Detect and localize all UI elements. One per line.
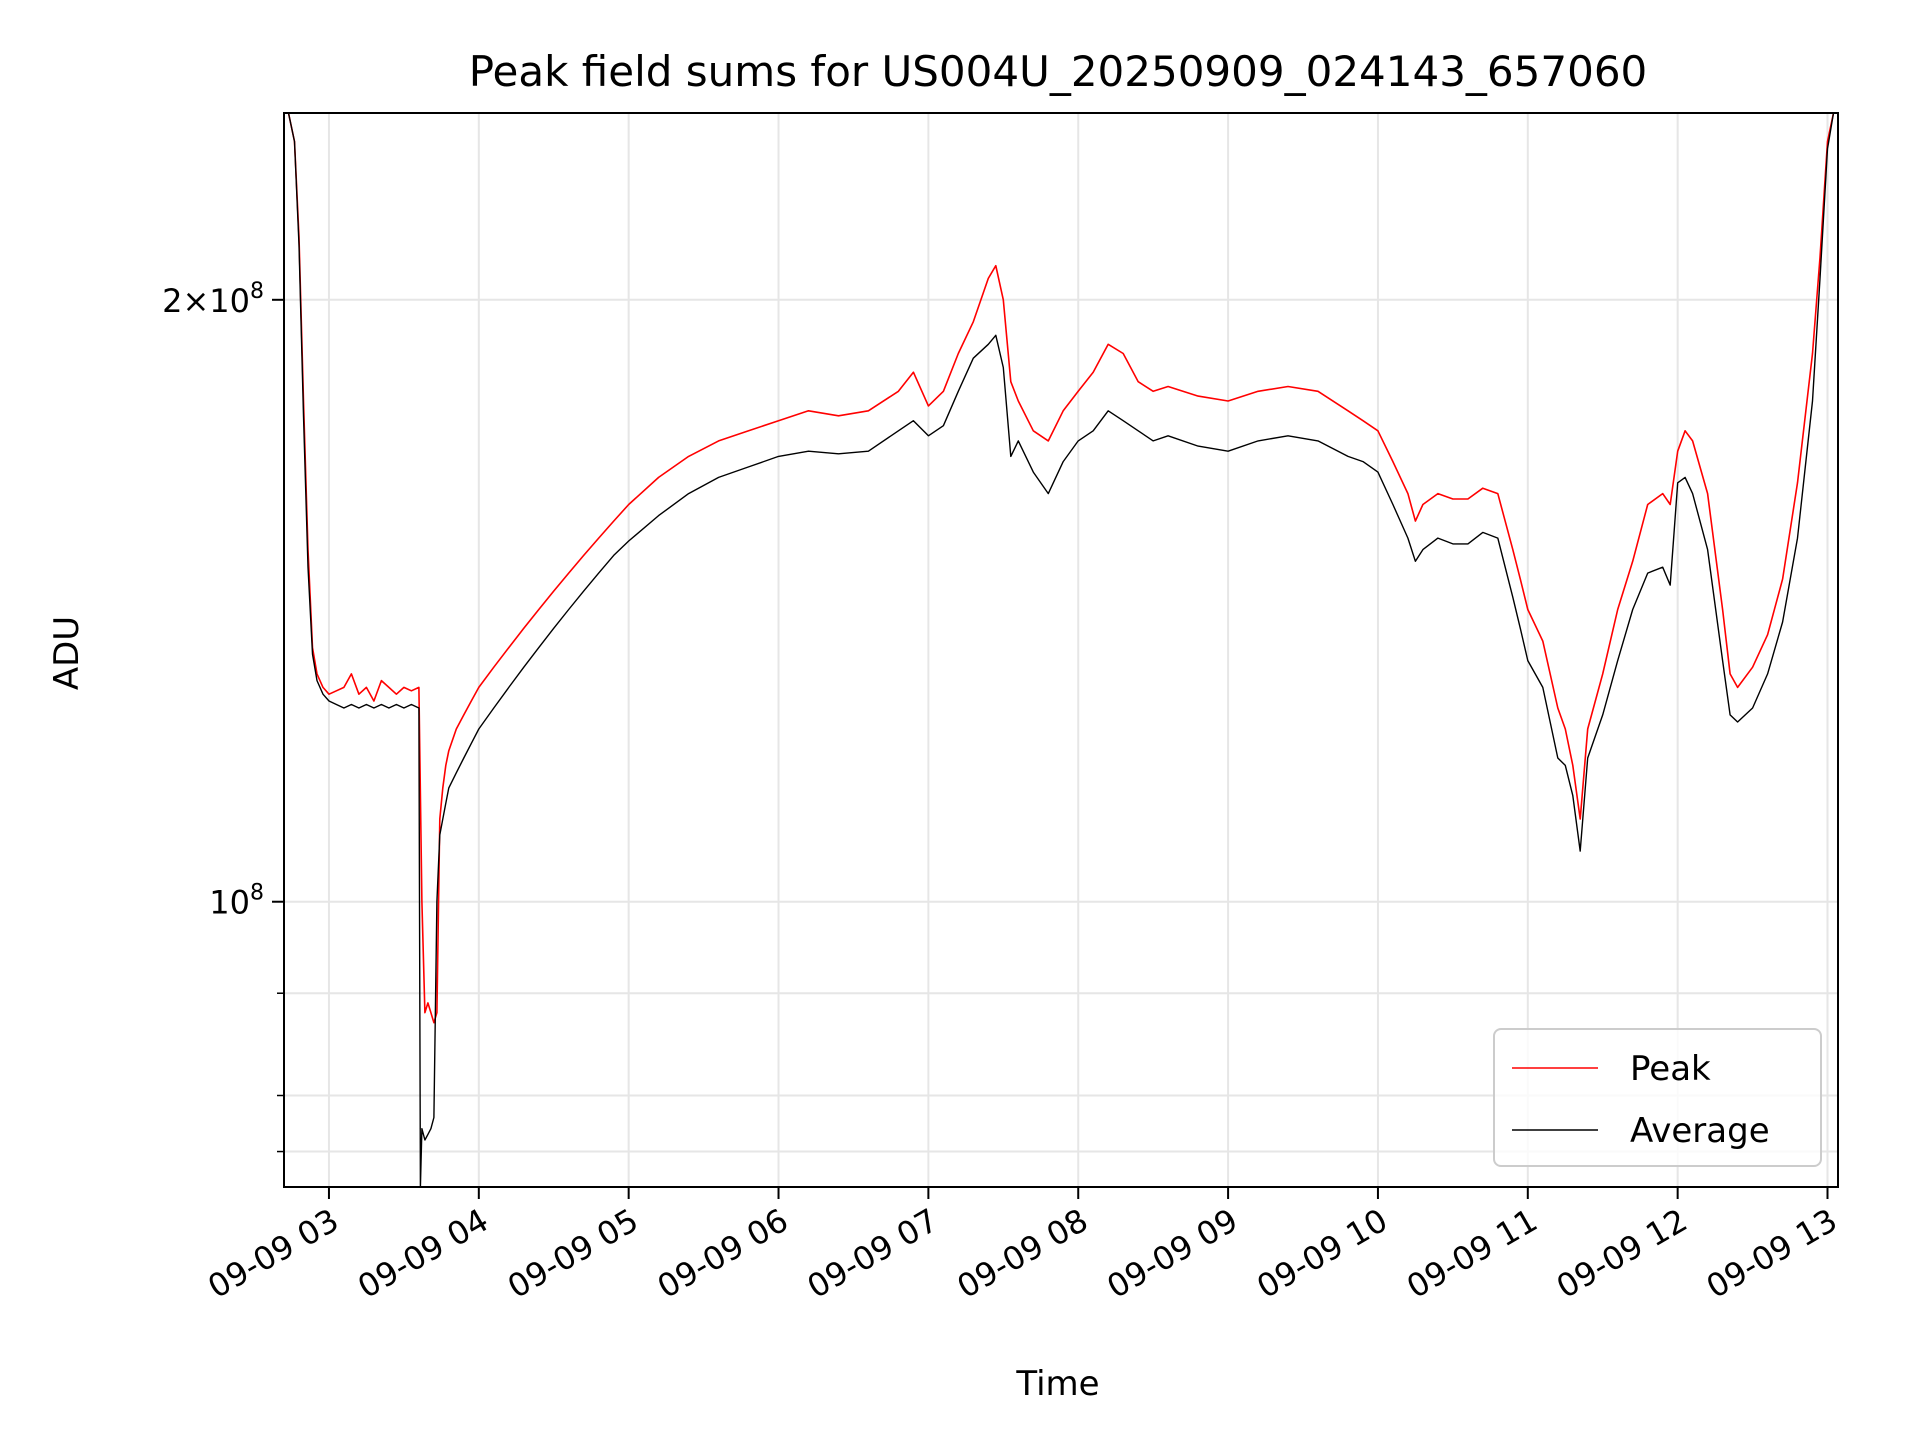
y-tick-label: 2×108 [162, 279, 264, 320]
y-axis: 108 2×108 [162, 279, 284, 1153]
grid [284, 113, 1838, 1187]
series-line-peak [287, 113, 1835, 1024]
chart-title: Peak field sums for US004U_20250909_0241… [469, 47, 1648, 96]
y-axis-label: ADU [47, 616, 87, 690]
x-axis-label: Time [1015, 1364, 1099, 1404]
legend: Peak Average [1493, 1028, 1822, 1167]
plot-area [287, 113, 1835, 1187]
legend-label-average: Average [1630, 1111, 1770, 1151]
axes-frame [283, 112, 1839, 1188]
legend-box [1493, 1028, 1822, 1167]
legend-label-peak: Peak [1630, 1049, 1711, 1089]
series-line-average [287, 113, 1835, 1187]
y-tick-label: 108 [209, 881, 264, 922]
